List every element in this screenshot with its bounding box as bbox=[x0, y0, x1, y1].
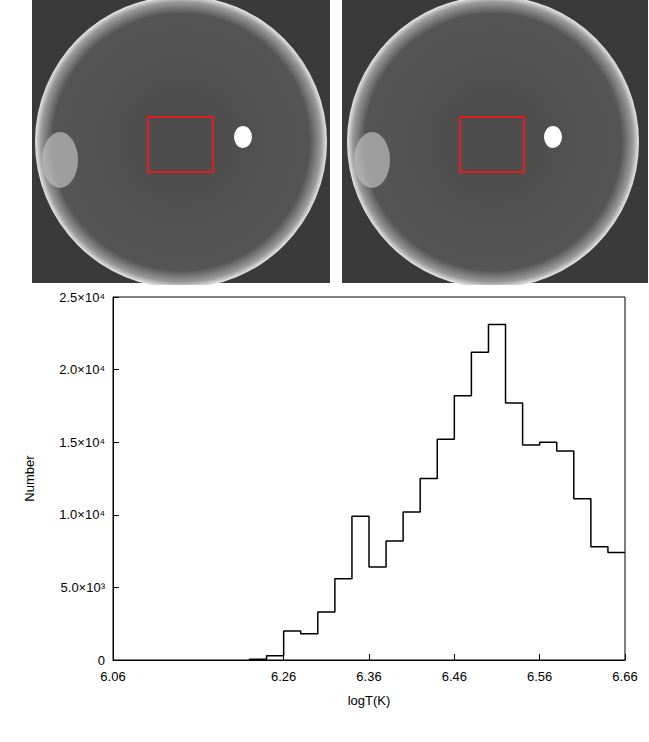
svg-text:1.0×10⁴: 1.0×10⁴ bbox=[59, 507, 105, 522]
svg-text:2.0×10⁴: 2.0×10⁴ bbox=[59, 362, 105, 377]
svg-text:6.06: 6.06 bbox=[100, 669, 125, 684]
svg-text:2.5×10⁴: 2.5×10⁴ bbox=[59, 290, 105, 305]
svg-text:6.36: 6.36 bbox=[356, 669, 381, 684]
svg-text:1.5×10⁴: 1.5×10⁴ bbox=[59, 435, 105, 450]
svg-text:5.0×10³: 5.0×10³ bbox=[61, 580, 106, 595]
svg-text:Number: Number bbox=[22, 455, 37, 502]
svg-text:logT(K): logT(K) bbox=[348, 693, 391, 708]
svg-text:6.46: 6.46 bbox=[442, 669, 467, 684]
svg-text:6.66: 6.66 bbox=[612, 669, 637, 684]
svg-text:0: 0 bbox=[98, 653, 105, 668]
svg-text:6.56: 6.56 bbox=[527, 669, 552, 684]
svg-text:6.26: 6.26 bbox=[271, 669, 296, 684]
